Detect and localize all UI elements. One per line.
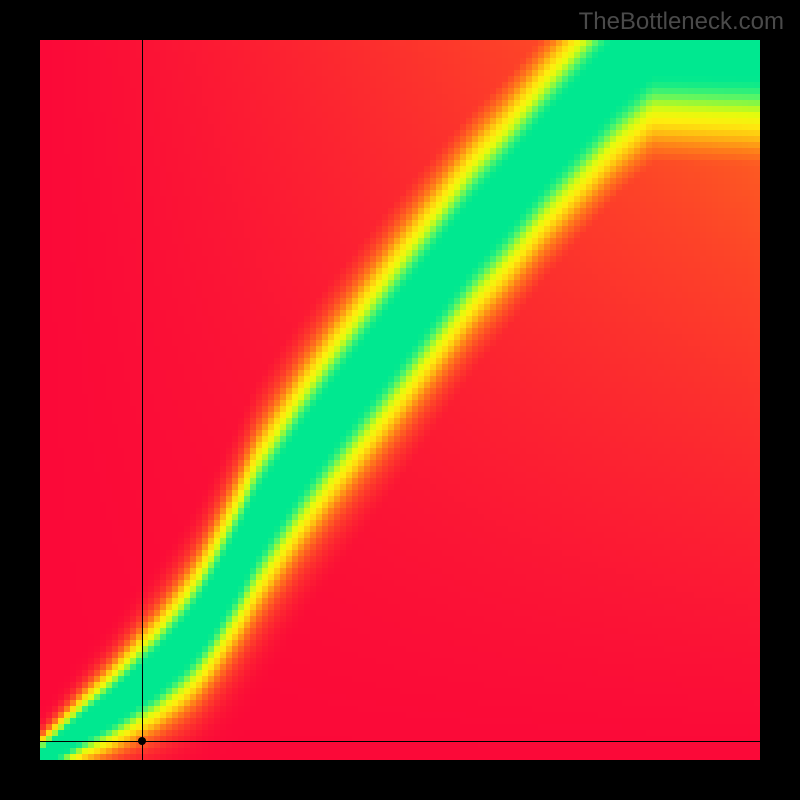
- heatmap-canvas: [40, 40, 760, 760]
- crosshair-horizontal-line: [40, 741, 760, 742]
- heatmap-plot-area: [40, 40, 760, 760]
- crosshair-marker-dot: [138, 737, 146, 745]
- crosshair-vertical-line: [142, 40, 143, 760]
- watermark-text: TheBottleneck.com: [579, 8, 784, 36]
